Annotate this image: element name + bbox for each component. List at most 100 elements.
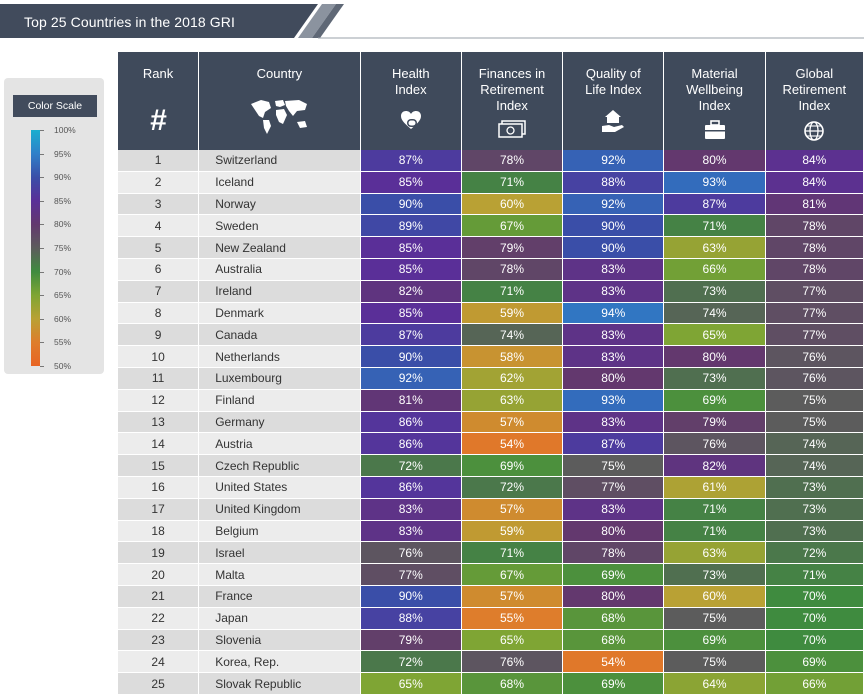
color-scale-label: 100% bbox=[54, 125, 76, 135]
color-scale-label: 85% bbox=[54, 195, 72, 206]
health-value-cell: 92% bbox=[360, 367, 461, 390]
material-value-cell: 73% bbox=[664, 367, 765, 390]
money-stack-icon bbox=[462, 120, 562, 143]
finances-value-cell: 78% bbox=[461, 258, 563, 281]
global-value-cell: 77% bbox=[765, 280, 863, 303]
material-value-cell: 74% bbox=[664, 302, 765, 325]
global-value-cell: 70% bbox=[765, 585, 863, 608]
header-material-label: Material Wellbeing Index bbox=[664, 52, 764, 114]
health-value-cell: 90% bbox=[360, 193, 461, 216]
finances-value-cell: 57% bbox=[461, 498, 563, 521]
header-rank-label: Rank bbox=[142, 66, 174, 81]
color-scale-tick bbox=[40, 295, 44, 297]
quality-value-cell: 90% bbox=[563, 215, 664, 238]
table-row: 11 Luxembourg 92% 62% 80% 73% 76% bbox=[118, 367, 863, 390]
header-finances-line: Retirement bbox=[480, 82, 544, 97]
rank-cell: 6 bbox=[118, 258, 199, 281]
table-row: 22 Japan 88% 55% 68% 75% 70% bbox=[118, 607, 863, 630]
health-value-cell: 85% bbox=[360, 302, 461, 325]
finances-value-cell: 62% bbox=[461, 367, 563, 390]
country-cell: Slovenia bbox=[199, 629, 360, 652]
finances-value-cell: 67% bbox=[461, 564, 563, 586]
global-value-cell: 66% bbox=[765, 673, 863, 695]
material-value-cell: 60% bbox=[664, 585, 765, 608]
table-row: 25 Slovak Republic 65% 68% 69% 64% 66% bbox=[118, 673, 863, 695]
material-value-cell: 69% bbox=[664, 389, 765, 412]
material-value-cell: 79% bbox=[664, 411, 765, 434]
quality-value-cell: 83% bbox=[563, 258, 664, 281]
global-value-cell: 70% bbox=[765, 607, 863, 630]
global-value-cell: 71% bbox=[765, 564, 863, 586]
color-scale-tick bbox=[40, 248, 44, 249]
country-cell: France bbox=[199, 585, 360, 608]
finances-value-cell: 55% bbox=[461, 607, 563, 630]
quality-value-cell: 93% bbox=[563, 389, 664, 412]
material-value-cell: 71% bbox=[664, 215, 765, 238]
quality-value-cell: 83% bbox=[563, 411, 664, 434]
quality-value-cell: 75% bbox=[563, 455, 664, 477]
health-value-cell: 86% bbox=[360, 411, 461, 434]
quality-value-cell: 83% bbox=[563, 324, 664, 347]
health-value-cell: 83% bbox=[360, 520, 461, 543]
header-material-line: Index bbox=[698, 98, 731, 113]
quality-value-cell: 88% bbox=[563, 171, 664, 194]
table-row: 21 France 90% 57% 80% 60% 70% bbox=[118, 585, 863, 608]
health-value-cell: 86% bbox=[360, 476, 461, 499]
global-value-cell: 78% bbox=[765, 237, 863, 259]
rank-cell: 12 bbox=[118, 389, 199, 412]
table-row: 12 Finland 81% 63% 93% 69% 75% bbox=[118, 389, 863, 412]
finances-value-cell: 59% bbox=[461, 520, 563, 543]
rank-cell: 3 bbox=[118, 193, 199, 216]
color-scale-label: 55% bbox=[54, 337, 72, 348]
country-cell: Iceland bbox=[199, 171, 360, 194]
finances-value-cell: 54% bbox=[461, 433, 563, 456]
color-scale-tick bbox=[40, 177, 44, 179]
health-value-cell: 76% bbox=[360, 542, 461, 565]
quality-value-cell: 83% bbox=[563, 498, 664, 521]
finances-value-cell: 71% bbox=[461, 280, 563, 303]
material-value-cell: 80% bbox=[664, 150, 765, 172]
header-country: Country bbox=[199, 52, 360, 150]
color-scale-label: 95% bbox=[54, 148, 72, 159]
material-value-cell: 75% bbox=[664, 651, 765, 674]
table-row: 1 Switzerland 87% 78% 92% 80% 84% bbox=[118, 150, 863, 172]
header-global-line: Retirement bbox=[782, 82, 847, 97]
table-row: 20 Malta 77% 67% 69% 73% 71% bbox=[118, 564, 863, 586]
title-banner-shape bbox=[0, 4, 864, 39]
finances-value-cell: 67% bbox=[461, 215, 563, 238]
health-value-cell: 90% bbox=[360, 346, 461, 368]
country-cell: Norway bbox=[199, 193, 360, 216]
color-scale-tick bbox=[40, 366, 44, 367]
quality-value-cell: 92% bbox=[563, 150, 664, 172]
health-value-cell: 83% bbox=[360, 498, 461, 521]
global-value-cell: 77% bbox=[765, 324, 863, 347]
country-cell: Switzerland bbox=[199, 150, 360, 172]
health-value-cell: 65% bbox=[360, 673, 461, 695]
country-cell: Netherlands bbox=[199, 346, 360, 368]
country-cell: Austria bbox=[199, 433, 360, 456]
finances-value-cell: 68% bbox=[461, 673, 563, 695]
country-cell: Denmark bbox=[199, 302, 360, 325]
globe-icon bbox=[766, 120, 863, 147]
health-value-cell: 85% bbox=[360, 237, 461, 259]
header-quality-line: Quality of bbox=[585, 66, 641, 81]
country-cell: Luxembourg bbox=[199, 367, 360, 390]
table-row: 5 New Zealand 85% 79% 90% 63% 78% bbox=[118, 237, 863, 259]
rank-cell: 17 bbox=[118, 498, 199, 521]
finances-value-cell: 76% bbox=[461, 651, 563, 674]
quality-value-cell: 68% bbox=[563, 629, 664, 652]
table-row: 6 Australia 85% 78% 83% 66% 78% bbox=[118, 258, 863, 281]
global-value-cell: 84% bbox=[765, 171, 863, 194]
rank-cell: 22 bbox=[118, 607, 199, 630]
material-value-cell: 76% bbox=[664, 433, 765, 456]
header-quality-label: Quality of Life Index bbox=[563, 52, 663, 98]
chart-title: Top 25 Countries in the 2018 GRI bbox=[24, 14, 235, 30]
finances-value-cell: 79% bbox=[461, 237, 563, 259]
quality-value-cell: 83% bbox=[563, 280, 664, 303]
quality-value-cell: 90% bbox=[563, 237, 664, 259]
rank-cell: 4 bbox=[118, 215, 199, 238]
health-value-cell: 85% bbox=[360, 258, 461, 281]
header-finances: Finances in Retirement Index bbox=[461, 52, 563, 150]
rank-cell: 15 bbox=[118, 455, 199, 477]
table-row: 17 United Kingdom 83% 57% 83% 71% 73% bbox=[118, 498, 863, 521]
